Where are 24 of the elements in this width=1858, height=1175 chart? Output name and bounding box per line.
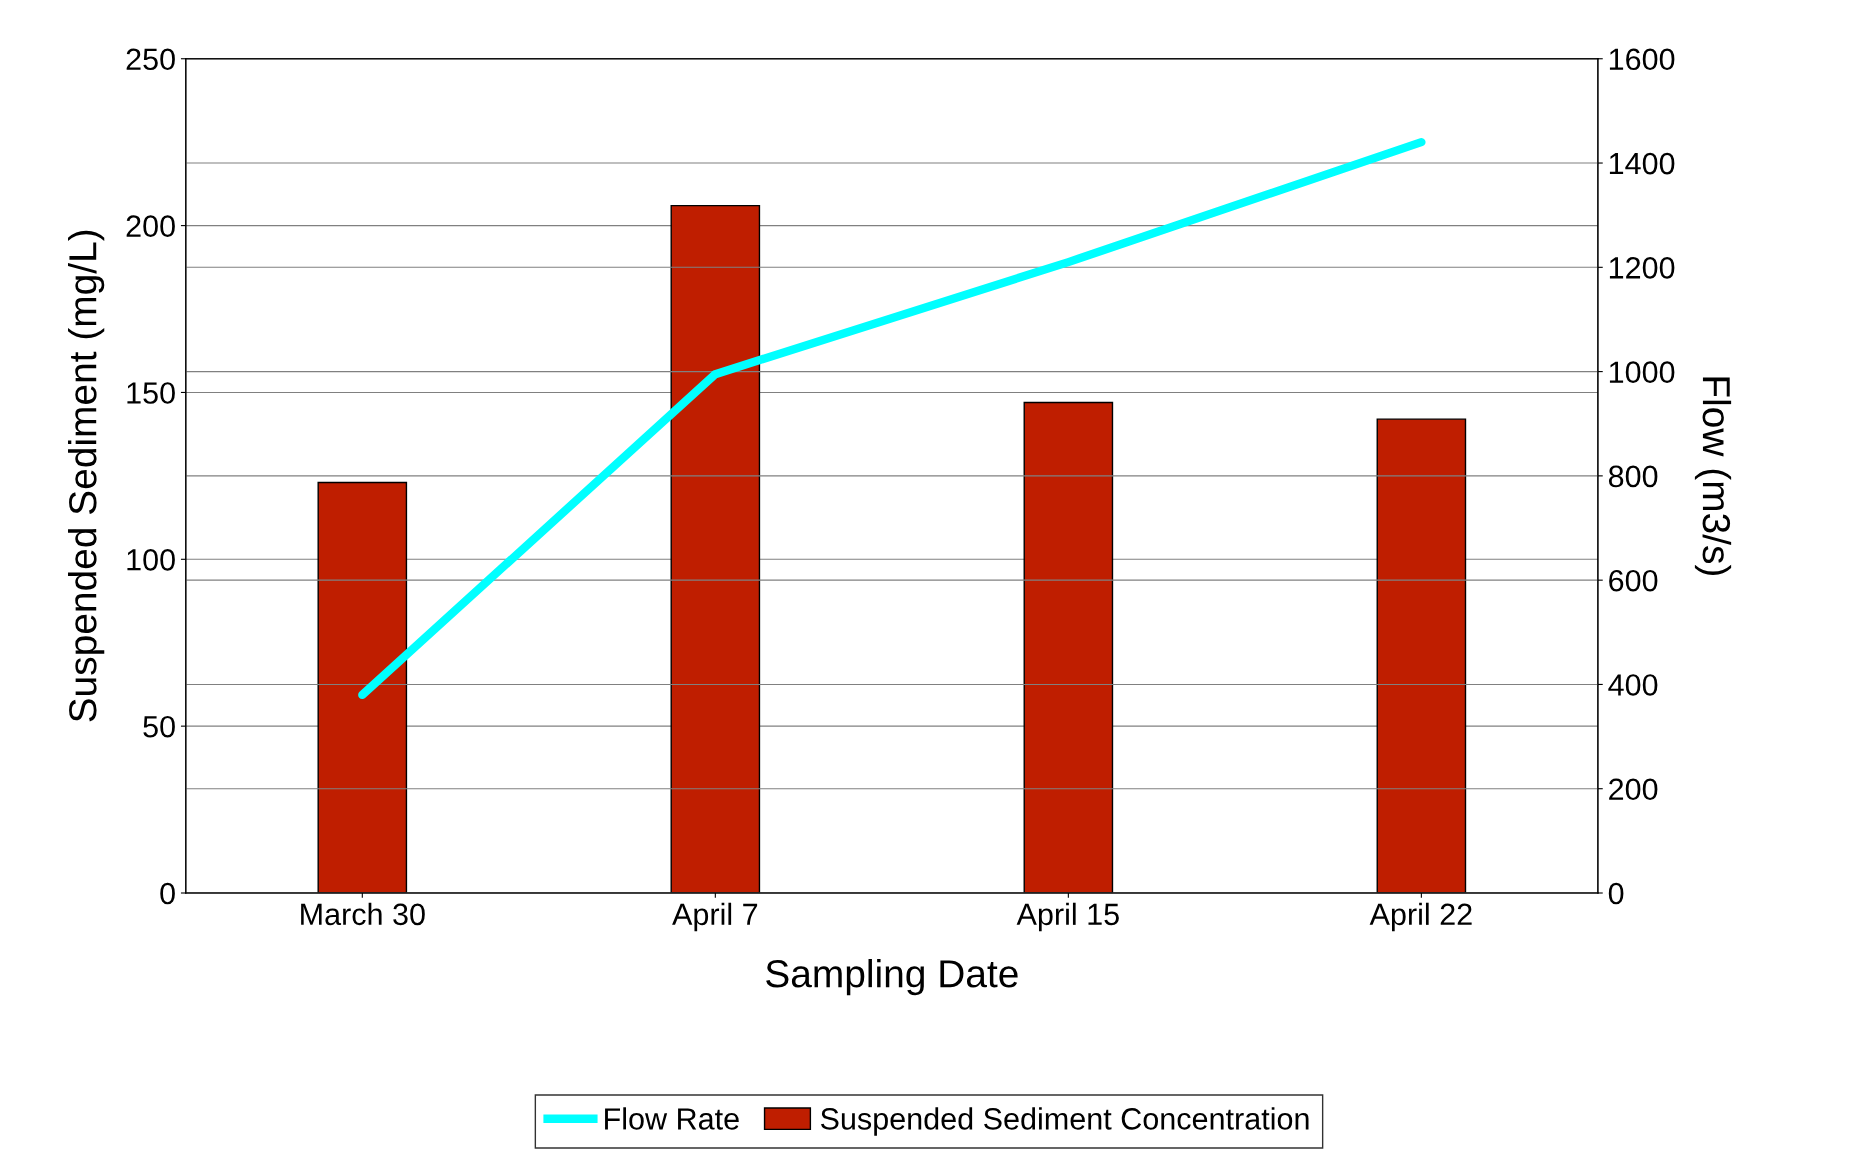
y2-tick-label: 400 bbox=[1608, 674, 1658, 696]
y2-tick-label: 1200 bbox=[1609, 257, 1675, 279]
legend-label: Flow Rate bbox=[605, 1107, 739, 1130]
y2-tick-label: 1000 bbox=[1609, 361, 1675, 383]
y2-tick-label: 800 bbox=[1608, 465, 1658, 488]
y-tick-label: 250 bbox=[126, 48, 175, 71]
y-tick-label: 0 bbox=[160, 882, 175, 905]
y-tick-label: 100 bbox=[127, 549, 175, 571]
y2-tick-label: 600 bbox=[1609, 569, 1658, 592]
y-tick-label: 50 bbox=[143, 715, 175, 738]
x-axis-title: Sampling Date bbox=[766, 958, 1018, 996]
x-tick-label: March 30 bbox=[301, 902, 425, 926]
y2-tick-label: 0 bbox=[1608, 882, 1624, 905]
y-axis-title: Suspended Sediment (mg/L) bbox=[68, 230, 105, 722]
y-tick-label: 200 bbox=[126, 215, 175, 237]
y-tick-label: 150 bbox=[127, 382, 175, 404]
legend-label: Suspended Sediment Concentration bbox=[820, 1107, 1309, 1136]
x-tick-label: April 7 bbox=[672, 902, 758, 932]
y2-tick-label: 200 bbox=[1609, 778, 1658, 801]
y2-tick-label: 1400 bbox=[1609, 152, 1675, 175]
y2-tick-label: 1600 bbox=[1609, 48, 1675, 71]
x-tick-label: April 22 bbox=[1369, 902, 1472, 932]
y2-axis-title: Flow (m3/s) bbox=[1694, 377, 1732, 576]
x-tick-label: April 15 bbox=[1016, 902, 1119, 932]
